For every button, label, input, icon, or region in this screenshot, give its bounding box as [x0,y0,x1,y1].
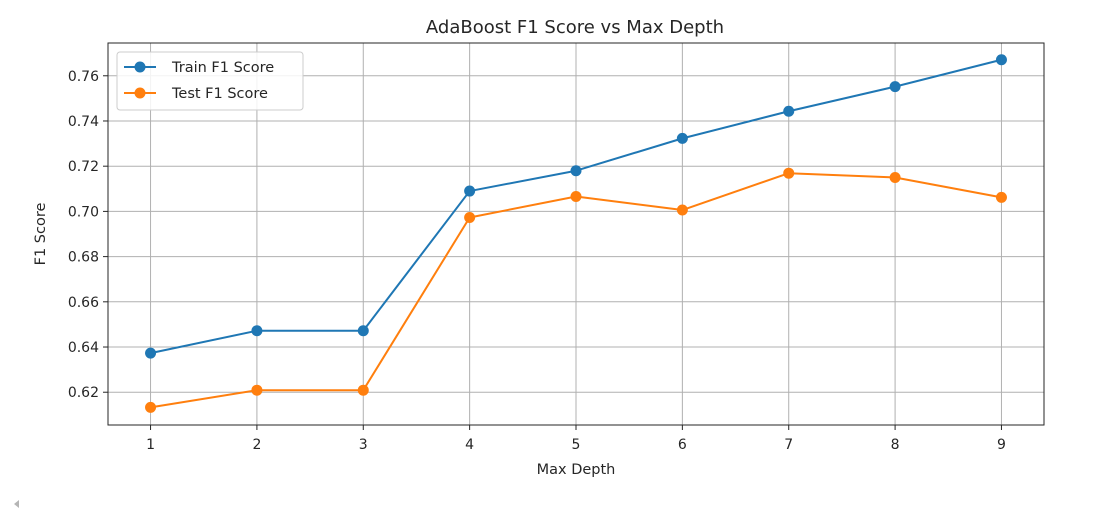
data-point-train [145,347,157,359]
x-tick-label: 3 [359,437,368,453]
x-tick-label: 2 [252,437,261,453]
data-point-train [464,185,476,197]
x-tick-label: 7 [784,437,793,453]
y-tick-label: 0.66 [68,295,99,311]
y-tick-label: 0.76 [68,69,99,85]
y-tick-label: 0.74 [68,114,99,130]
grid-lines [108,43,1044,425]
data-point-train [570,165,582,177]
y-axis-label: F1 Score [33,203,49,266]
y-tick-label: 0.62 [68,385,99,401]
data-point-test [145,401,157,413]
data-point-test [676,204,688,216]
x-axis-label: Max Depth [537,462,616,478]
x-tick-label: 4 [465,437,474,453]
data-point-train [676,132,688,144]
data-point-test [464,211,476,223]
scroll-left-icon[interactable] [14,500,19,508]
y-tick-label: 0.72 [68,159,99,175]
data-point-train [783,105,795,117]
y-axis: 0.62 0.64 0.66 0.68 0.70 0.72 0.74 0.76 [68,69,108,401]
data-point-train [357,325,369,337]
x-tick-label: 8 [891,437,900,453]
data-point-train [889,81,901,93]
legend-label-test: Test F1 Score [171,86,268,102]
data-point-test [357,384,369,396]
data-point-train [251,325,263,337]
y-tick-label: 0.64 [68,340,99,356]
legend: Train F1 Score Test F1 Score [116,51,304,111]
x-tick-label: 5 [572,437,581,453]
y-tick-label: 0.68 [68,250,99,266]
legend-box [116,51,304,111]
series-layer [145,54,1007,413]
legend-marker-train [134,61,146,73]
legend-label-train: Train F1 Score [171,60,274,76]
data-point-test [889,171,901,183]
x-axis: 1 2 3 4 5 6 7 8 9 [146,425,1006,453]
data-point-test [251,384,263,396]
x-tick-label: 6 [678,437,687,453]
y-tick-label: 0.70 [68,204,99,220]
data-point-test [570,190,582,202]
x-tick-label: 1 [146,437,155,453]
chart-title: AdaBoost F1 Score vs Max Depth [426,17,724,38]
data-point-train [995,54,1007,66]
data-point-test [783,167,795,179]
data-point-test [995,191,1007,203]
x-tick-label: 9 [997,437,1006,453]
legend-marker-test [134,87,146,99]
